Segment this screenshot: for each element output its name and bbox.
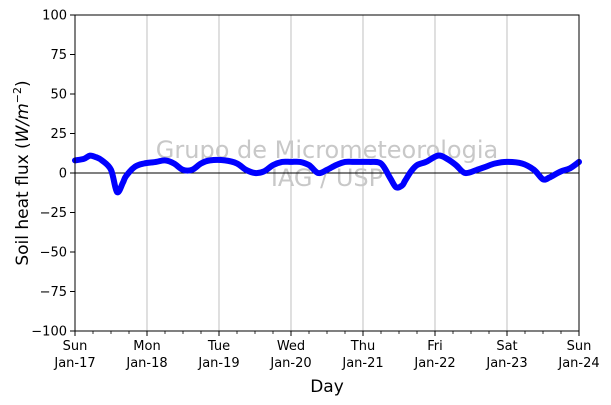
y-axis: −100 −75 −50 −25 0 25 50 75 100: [31, 9, 75, 340]
x-tick-label-date: Jan-19: [197, 356, 239, 371]
x-tick-label-date: Jan-24: [557, 356, 599, 371]
x-tick-label-date: Jan-23: [485, 356, 527, 371]
y-tick-label: −25: [40, 206, 67, 221]
y-axis-title: Soil heat flux (W/m−2): [11, 80, 33, 265]
x-tick-label-date: Jan-20: [269, 356, 311, 371]
series-line: [72, 152, 582, 196]
x-tick-label-date: Jan-18: [125, 356, 167, 371]
x-tick-label-weekday: Sat: [496, 339, 517, 354]
x-axis: Sun Jan-17 Mon Jan-18 Tue Jan-19 Wed Jan-20 Thu J…: [53, 331, 600, 371]
y-axis-title-prefix: Soil heat flux (: [13, 142, 33, 265]
x-tick-label-weekday: Sun: [63, 339, 88, 354]
y-tick-label: −50: [40, 246, 67, 261]
x-tick-label-date: Jan-17: [53, 356, 95, 371]
y-tick-label: 0: [59, 167, 67, 182]
x-tick-label-weekday: Tue: [207, 339, 230, 354]
y-axis-title-exponent: −2: [11, 87, 24, 103]
y-axis-title-unit: W/m: [13, 103, 33, 142]
x-tick-label-weekday: Thu: [350, 339, 375, 354]
x-tick-label-weekday: Mon: [133, 339, 160, 354]
y-tick-label: 50: [50, 88, 67, 103]
y-tick-label: −100: [31, 325, 67, 340]
x-tick-label-date: Jan-22: [413, 356, 455, 371]
y-tick-label: −75: [40, 285, 67, 300]
y-tick-label: 25: [50, 127, 67, 142]
x-tick-label-weekday: Sun: [567, 339, 592, 354]
x-axis-title: Day: [310, 377, 344, 397]
y-axis-title-suffix: ): [13, 80, 33, 87]
y-tick-label: 100: [42, 9, 67, 24]
x-tick-label-weekday: Fri: [427, 339, 443, 354]
x-tick-label-weekday: Wed: [277, 339, 305, 354]
x-tick-label-date: Jan-21: [341, 356, 383, 371]
y-tick-label: 75: [50, 48, 67, 63]
